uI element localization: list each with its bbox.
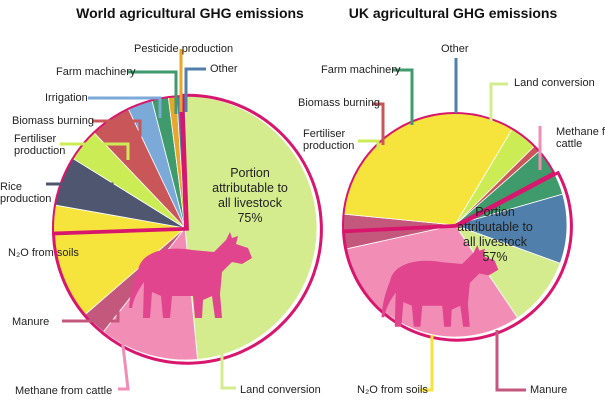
livestock-portion-line: Portion xyxy=(475,205,515,219)
label-farm-machinery: Farm machinery xyxy=(56,66,136,78)
leader-fertiliser-production xyxy=(60,142,130,160)
livestock-portion-line: 75% xyxy=(237,211,262,225)
livestock-portion-line: all livestock xyxy=(463,235,528,249)
livestock-portion-label: Portion attributable to all livestock 75% xyxy=(212,166,288,225)
pie-outline xyxy=(342,111,556,232)
leader-manure xyxy=(495,330,526,392)
leader-land-conversion xyxy=(220,325,236,390)
chart-title: World agricultural GHG emissions xyxy=(76,5,304,21)
livestock-portion-line: attributable to xyxy=(212,181,288,195)
label-n2o-from-soils: N₂O from soils xyxy=(8,247,79,259)
label-other: Other xyxy=(210,63,238,75)
label-line: Rice xyxy=(0,181,22,193)
leader-n2o-from-soils xyxy=(420,335,434,392)
label-land-conversion: Land conversion xyxy=(240,384,321,396)
livestock-portion-line: attributable to xyxy=(457,220,533,234)
label-line: cattle xyxy=(556,138,582,150)
livestock-portion-line: 57% xyxy=(482,250,507,264)
leader-rice-production xyxy=(46,182,114,190)
leader-biomass-burning xyxy=(92,119,142,140)
label-other: Other xyxy=(441,43,469,55)
uk-pie-chart: UK agricultural GHG emissions Portion attr… xyxy=(298,5,605,396)
leader-land-conversion xyxy=(489,82,508,122)
label-farm-machinery: Farm machinery xyxy=(321,64,401,76)
livestock-portion-line: Portion xyxy=(230,166,270,180)
slice-other xyxy=(453,193,568,264)
livestock-portion-outline xyxy=(341,170,573,342)
leader-biomass-burning xyxy=(372,102,385,145)
leader-other xyxy=(184,67,206,112)
label-line: Fertiliser xyxy=(303,128,346,140)
label-line: production xyxy=(0,193,51,205)
label-biomass-burning: Biomass burning xyxy=(298,97,380,109)
leader-farm-machinery xyxy=(392,68,414,125)
livestock-portion-outline xyxy=(51,93,323,365)
label-fertiliser-production: Fertiliser production xyxy=(14,133,65,157)
label-rice-production: Rice production xyxy=(0,181,51,205)
livestock-portion-line: all livestock xyxy=(218,196,283,210)
leader-farm-machinery xyxy=(128,70,178,114)
label-line: Fertiliser xyxy=(14,133,57,145)
leader-fertiliser-production xyxy=(358,139,380,150)
label-line: Methane from xyxy=(556,126,605,138)
leader-irrigation xyxy=(88,96,162,118)
slice-land-conversion xyxy=(184,95,318,360)
leader-manure xyxy=(62,310,120,323)
label-line: production xyxy=(303,140,354,152)
label-manure: Manure xyxy=(12,316,49,328)
chart-title: UK agricultural GHG emissions xyxy=(349,5,558,21)
label-manure: Manure xyxy=(530,384,567,396)
leader-methane-from-cattle xyxy=(118,319,130,391)
label-fertiliser-production: Fertiliser production xyxy=(303,128,354,152)
label-pesticide-production: Pesticide production xyxy=(134,43,233,55)
label-methane-from-cattle: Methane from cattle xyxy=(15,385,112,397)
label-line: production xyxy=(14,145,65,157)
livestock-portion-label: Portion attributable to all livestock 57% xyxy=(457,205,533,264)
label-irrigation: Irrigation xyxy=(45,92,88,104)
label-land-conversion: Land conversion xyxy=(514,77,595,89)
label-biomass-burning: Biomass burning xyxy=(12,115,94,127)
label-n2o-from-soils: N₂O from soils xyxy=(357,384,428,396)
